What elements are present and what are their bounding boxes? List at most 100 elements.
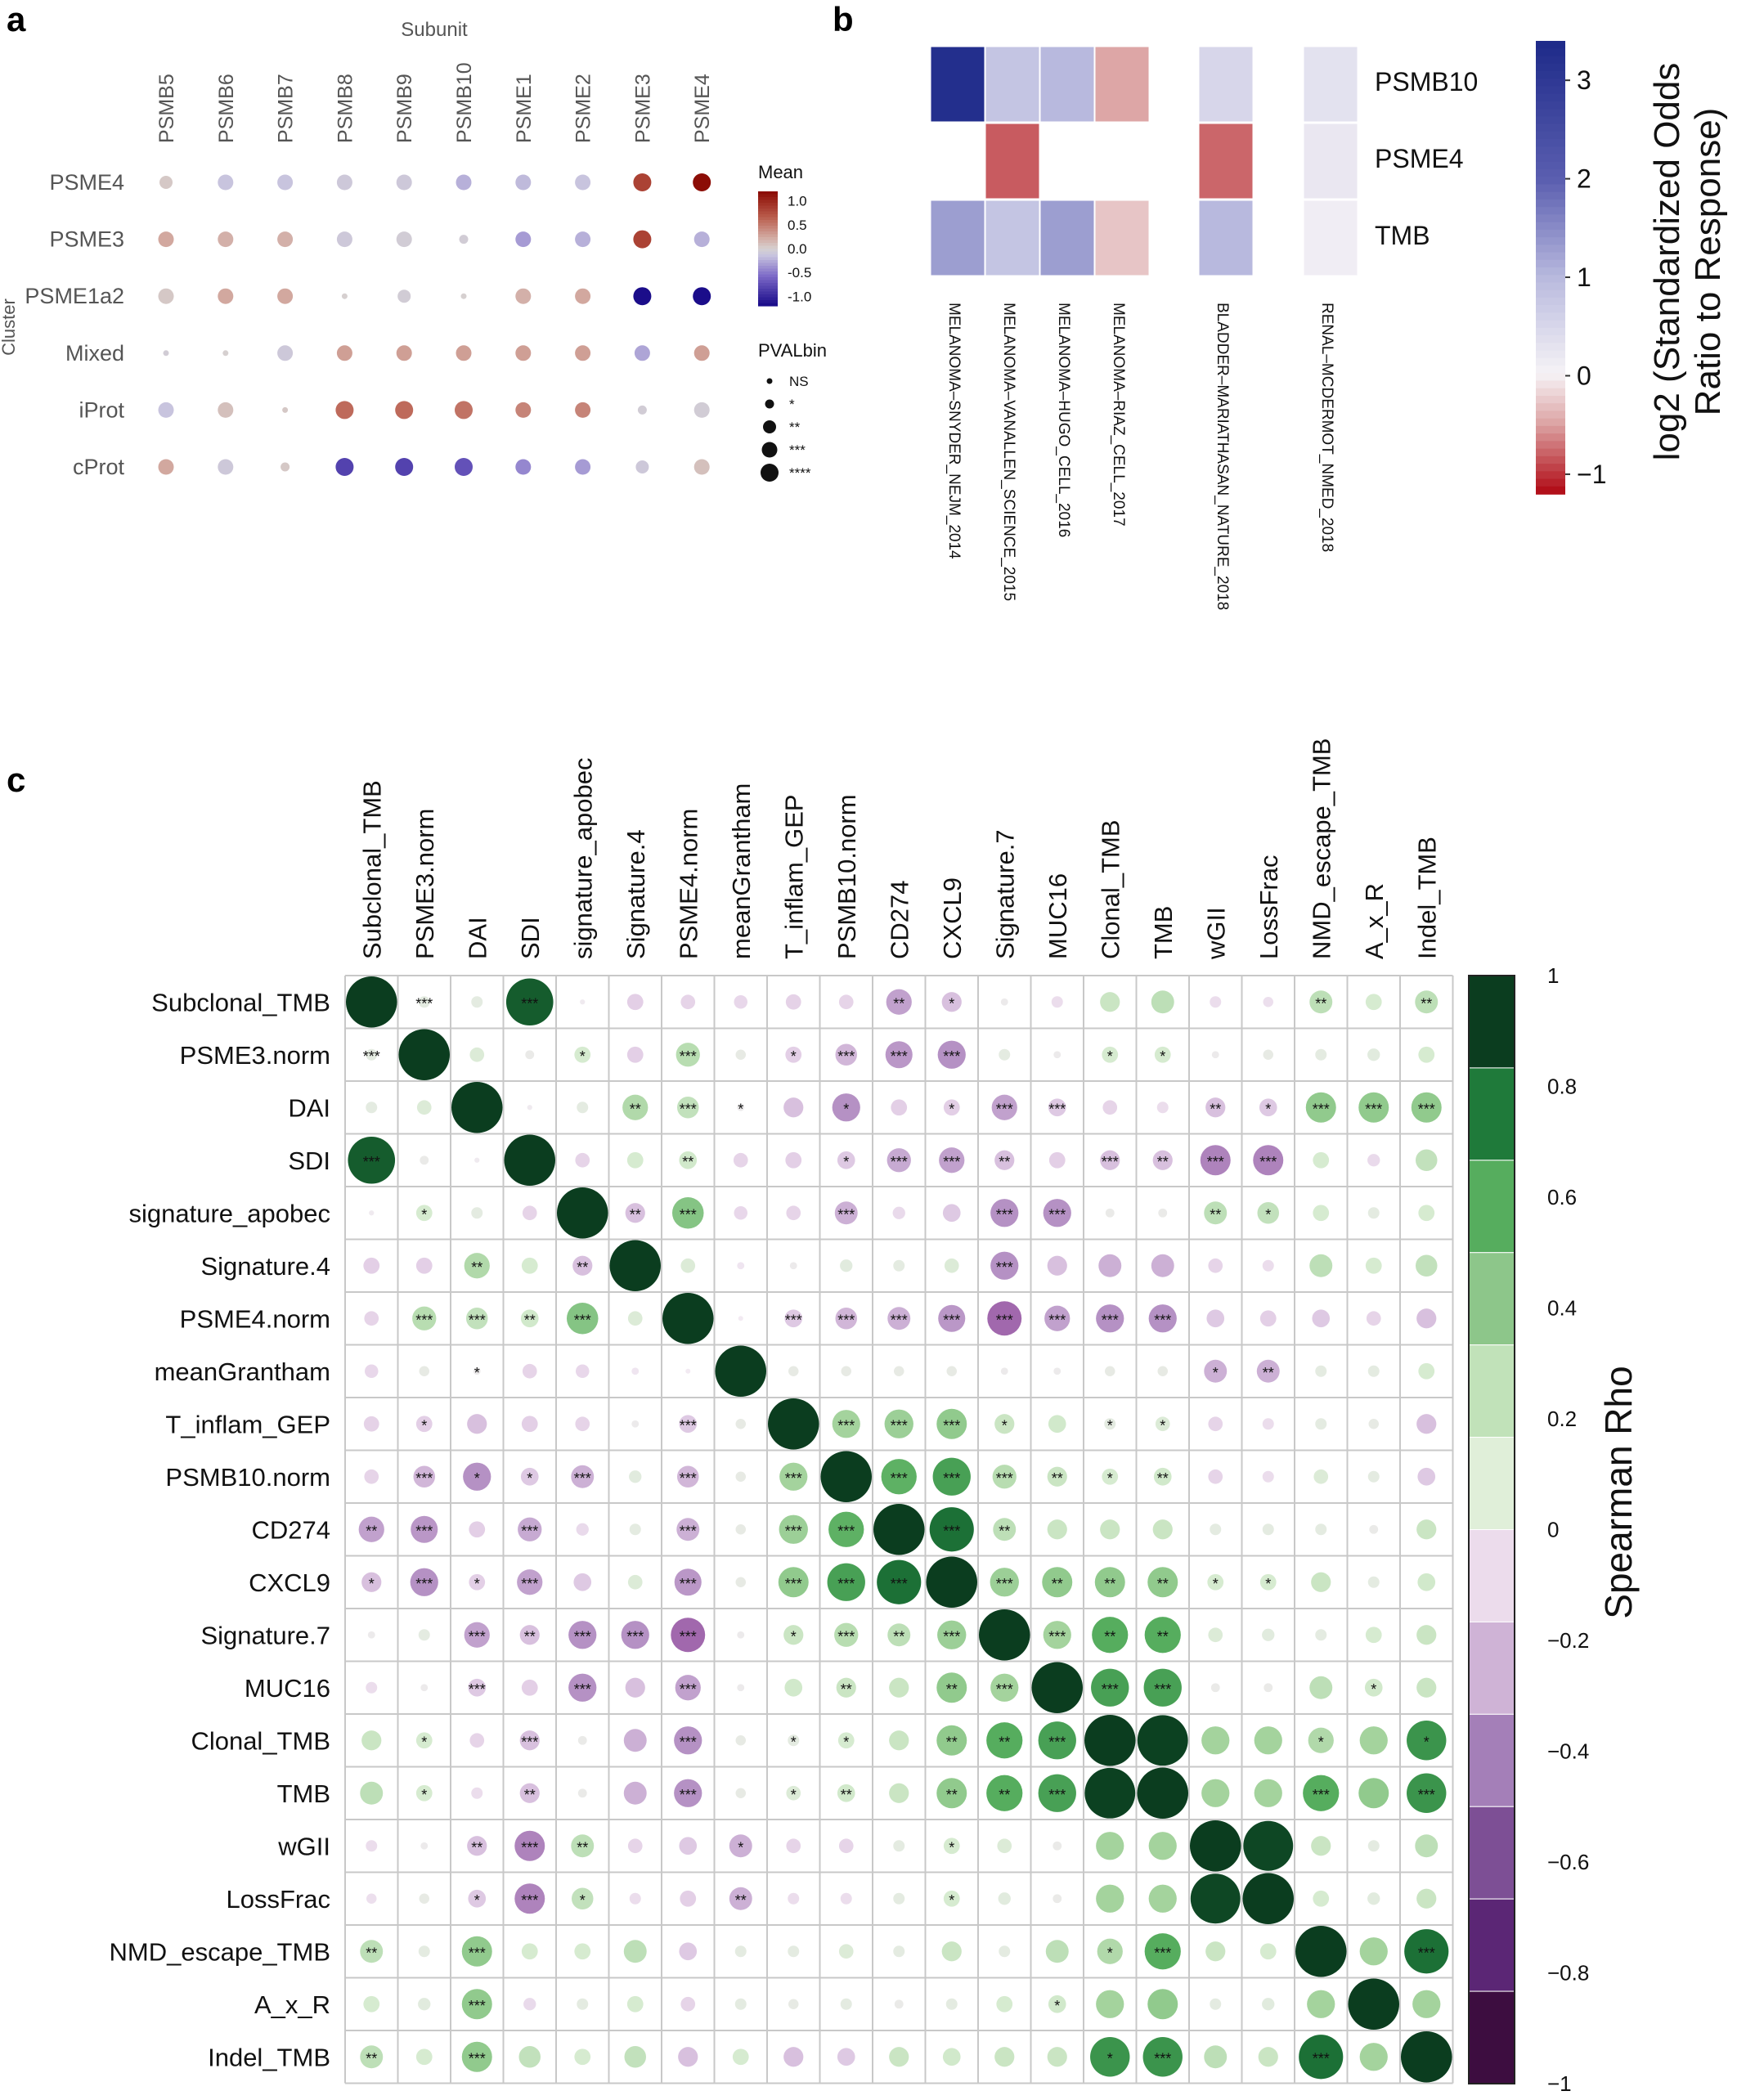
correlation-circle — [1210, 1683, 1220, 1693]
correlation-circle — [990, 1199, 1019, 1227]
row-variable-label: CXCL9 — [249, 1568, 330, 1597]
correlation-circle — [418, 1629, 430, 1641]
correlation-circle — [1367, 1892, 1380, 1905]
heatmap-row-label: TMB — [1375, 221, 1430, 250]
correlation-circle — [1359, 1937, 1388, 1966]
correlation-circle — [1092, 1617, 1129, 1654]
dot-mark — [396, 174, 412, 191]
correlation-circle — [671, 1618, 706, 1653]
significance-stars: *** — [521, 1576, 538, 1592]
significance-stars: *** — [785, 1576, 802, 1592]
colorbar-swatch — [1536, 191, 1565, 200]
column-variable-label: PSME4.norm — [674, 809, 702, 959]
correlation-circle — [1263, 1049, 1273, 1060]
correlation-circle — [671, 1196, 704, 1229]
cluster-label: PSME3 — [49, 227, 124, 252]
column-variable-label: PSMB10.norm — [833, 794, 861, 959]
correlation-circle — [1053, 1841, 1062, 1851]
correlation-circle — [786, 1785, 801, 1801]
dot-mark — [277, 345, 294, 361]
correlation-circle — [360, 1781, 384, 1805]
correlation-circle — [674, 1568, 702, 1596]
correlation-circle — [1151, 1254, 1174, 1277]
correlation-circle — [471, 996, 483, 1008]
correlation-circle — [366, 1102, 378, 1114]
correlation-circle — [1190, 1820, 1241, 1872]
correlation-circle — [420, 1684, 429, 1692]
dot-mark — [633, 173, 652, 191]
row-variable-label: PSME4.norm — [180, 1304, 330, 1333]
correlation-circle — [465, 1307, 488, 1330]
significance-stars: * — [474, 1892, 480, 1909]
significance-stars: ** — [577, 1259, 588, 1276]
correlation-circle — [521, 1943, 538, 1960]
pval-legend-dot — [761, 442, 778, 458]
significance-stars: *** — [1418, 1945, 1435, 1961]
significance-stars: * — [791, 1048, 797, 1065]
correlation-circle — [1401, 2031, 1452, 2083]
correlation-circle — [838, 1838, 854, 1854]
significance-stars: *** — [996, 1101, 1013, 1117]
significance-stars: ** — [524, 1787, 536, 1803]
mean-legend-tick: 1.0 — [788, 194, 807, 209]
correlation-circle — [938, 1304, 966, 1332]
correlation-circle — [835, 1307, 858, 1330]
correlation-circle — [1084, 1715, 1136, 1766]
correlation-circle — [937, 1620, 967, 1649]
correlation-circle — [1259, 1943, 1277, 1960]
significance-stars: ** — [946, 1734, 958, 1750]
correlation-circle — [1100, 1519, 1120, 1540]
correlation-circle — [892, 1206, 905, 1219]
subunit-label: PSME3 — [631, 74, 654, 143]
correlation-circle — [926, 1556, 977, 1608]
correlation-circle — [886, 1148, 911, 1173]
colorbar-swatch — [1536, 441, 1565, 450]
column-variable-label: CXCL9 — [938, 877, 967, 959]
correlation-circle — [464, 1253, 490, 1279]
correlation-circle — [358, 1516, 384, 1542]
significance-stars: ** — [630, 1206, 641, 1223]
significance-stars: *** — [415, 1576, 433, 1592]
significance-stars: * — [791, 1628, 797, 1645]
correlation-circle — [575, 1152, 590, 1168]
colorbar-swatch — [1536, 161, 1565, 170]
significance-stars: *** — [837, 1628, 855, 1645]
column-variable-label: DAI — [463, 917, 491, 959]
correlation-circle — [889, 2047, 909, 2067]
correlation-circle — [366, 1681, 378, 1694]
correlation-circle — [887, 1307, 911, 1330]
correlation-circle — [1048, 1995, 1066, 2013]
heatmap-cell — [985, 46, 1040, 123]
correlation-circle — [626, 994, 644, 1011]
colorbar-swatch — [1536, 275, 1565, 284]
correlation-circle — [398, 1029, 450, 1080]
correlation-circle — [936, 1725, 967, 1756]
significance-stars: *** — [521, 1523, 538, 1539]
significance-stars: *** — [521, 1839, 538, 1855]
correlation-circle — [662, 1293, 714, 1344]
correlation-circle — [735, 1471, 746, 1482]
significance-stars: ** — [524, 1628, 536, 1645]
correlation-circle — [625, 1203, 645, 1223]
correlation-circle — [929, 1507, 974, 1552]
colorbar-swatch — [1536, 486, 1565, 495]
column-variable-label: SDI — [516, 917, 545, 959]
significance-stars: * — [580, 1892, 586, 1909]
colorbar-swatch — [1536, 418, 1565, 427]
correlation-circle — [1096, 1832, 1124, 1860]
correlation-circle — [1096, 1304, 1124, 1333]
row-variable-label: SDI — [288, 1146, 330, 1175]
colorbar-swatch — [1536, 312, 1565, 321]
correlation-circle — [788, 1734, 800, 1747]
pval-legend-label: *** — [789, 442, 806, 458]
significance-stars: * — [1107, 1945, 1113, 1961]
column-variable-label: Indel_TMB — [1412, 837, 1441, 959]
correlation-circle — [990, 1251, 1019, 1280]
correlation-circle — [1201, 1726, 1230, 1755]
correlation-circle — [1147, 1989, 1178, 2020]
correlation-circle — [1155, 1416, 1170, 1432]
correlation-circle — [986, 1722, 1023, 1759]
heatmap-row-label: PSME4 — [1375, 144, 1463, 173]
correlation-circle — [419, 1366, 429, 1376]
significance-stars: *** — [574, 1470, 591, 1487]
